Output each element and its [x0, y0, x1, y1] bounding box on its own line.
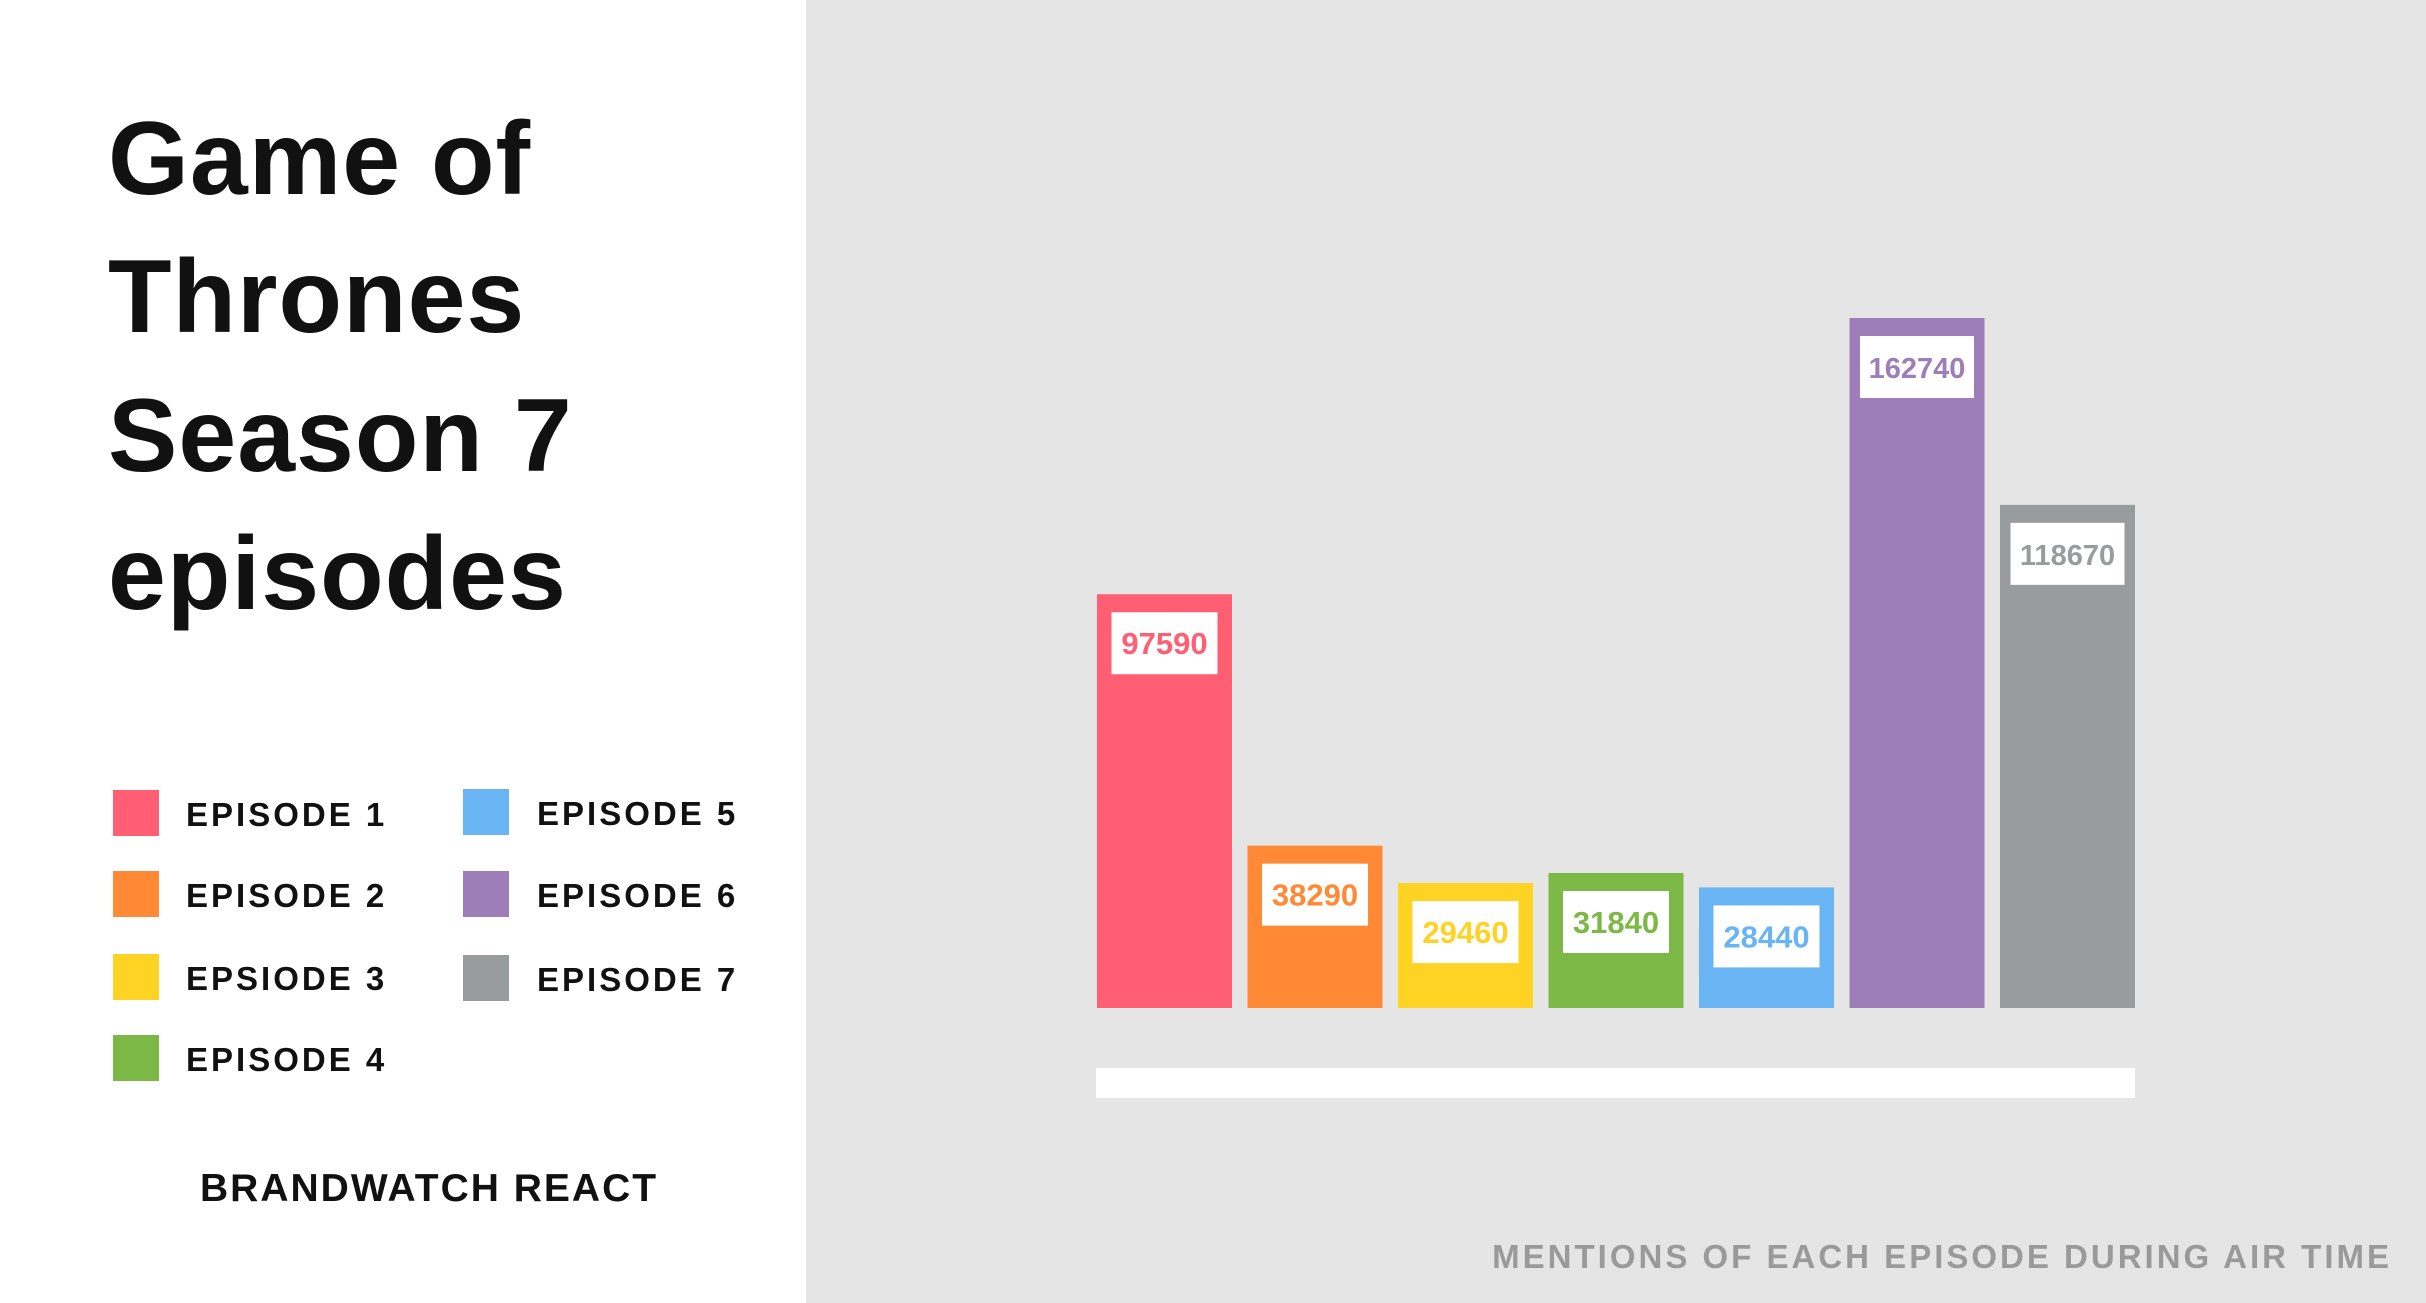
chart-title-line-1: Game of: [108, 101, 532, 217]
bar-label-box-episode-2: [1262, 863, 1368, 926]
legend-label-episode-2: EPISODE 2: [186, 877, 388, 914]
x-axis-bar: [1096, 1068, 2135, 1098]
bar-label-box-episode-3: [1412, 901, 1519, 964]
bar-episode-6: [1849, 318, 1985, 1008]
bar-value-label-episode-3: 29460: [1422, 915, 1508, 950]
chart-title-line-3: Season 7: [108, 378, 573, 494]
legend-swatch-episode-5: [463, 789, 509, 835]
chart-footnote: MENTIONS OF EACH EPISODE DURING AIR TIME: [1492, 1238, 2392, 1275]
bar-value-label-episode-2: 38290: [1272, 878, 1358, 913]
legend-swatch-episode-3: [113, 954, 159, 1000]
legend-label-episode-1: EPISODE 1: [186, 796, 388, 833]
left-panel: Game of Thrones Season 7 episodes EPISOD…: [0, 0, 806, 1303]
bar-label-box-episode-4: [1563, 891, 1669, 954]
bar-value-label-episode-7: 118670: [2020, 540, 2115, 572]
legend-swatch-episode-6: [463, 871, 509, 917]
bar-episode-7: [2000, 504, 2135, 1008]
legend-label-episode-4: EPISODE 4: [186, 1041, 388, 1078]
bar-value-label-episode-5: 28440: [1723, 919, 1809, 954]
legend-swatch-episode-4: [113, 1035, 159, 1081]
legend-label-episode-5: EPISODE 5: [537, 795, 739, 832]
bar-label-box-episode-1: [1111, 612, 1218, 675]
chart-panel: 97590 38290 29460 31840 28440 162740 118670 ME…: [806, 0, 2426, 1303]
legend-swatch-episode-2: [113, 871, 159, 917]
bar-label-box-episode-6: [1860, 336, 1974, 398]
legend-label-episode-7: EPISODE 7: [537, 961, 739, 998]
legend-swatch-episode-1: [113, 790, 159, 836]
chart-title-line-2: Thrones: [108, 239, 526, 355]
bar-label-box-episode-5: [1713, 905, 1820, 968]
bar-value-label-episode-6: 162740: [1869, 353, 1966, 385]
brand-label: BRANDWATCH REACT: [200, 1167, 659, 1210]
legend-swatch-episode-7: [463, 955, 509, 1001]
bar-value-label-episode-4: 31840: [1573, 905, 1659, 940]
bar-label-box-episode-7: [2010, 522, 2125, 585]
legend-label-episode-3: EPSIODE 3: [186, 960, 388, 997]
bar-value-label-episode-1: 97590: [1121, 626, 1207, 661]
chart-title-line-4: episodes: [108, 516, 567, 632]
bar-chart: 97590 38290 29460 31840 28440 162740 118670: [1096, 318, 2135, 1098]
legend-label-episode-6: EPISODE 6: [537, 877, 739, 914]
